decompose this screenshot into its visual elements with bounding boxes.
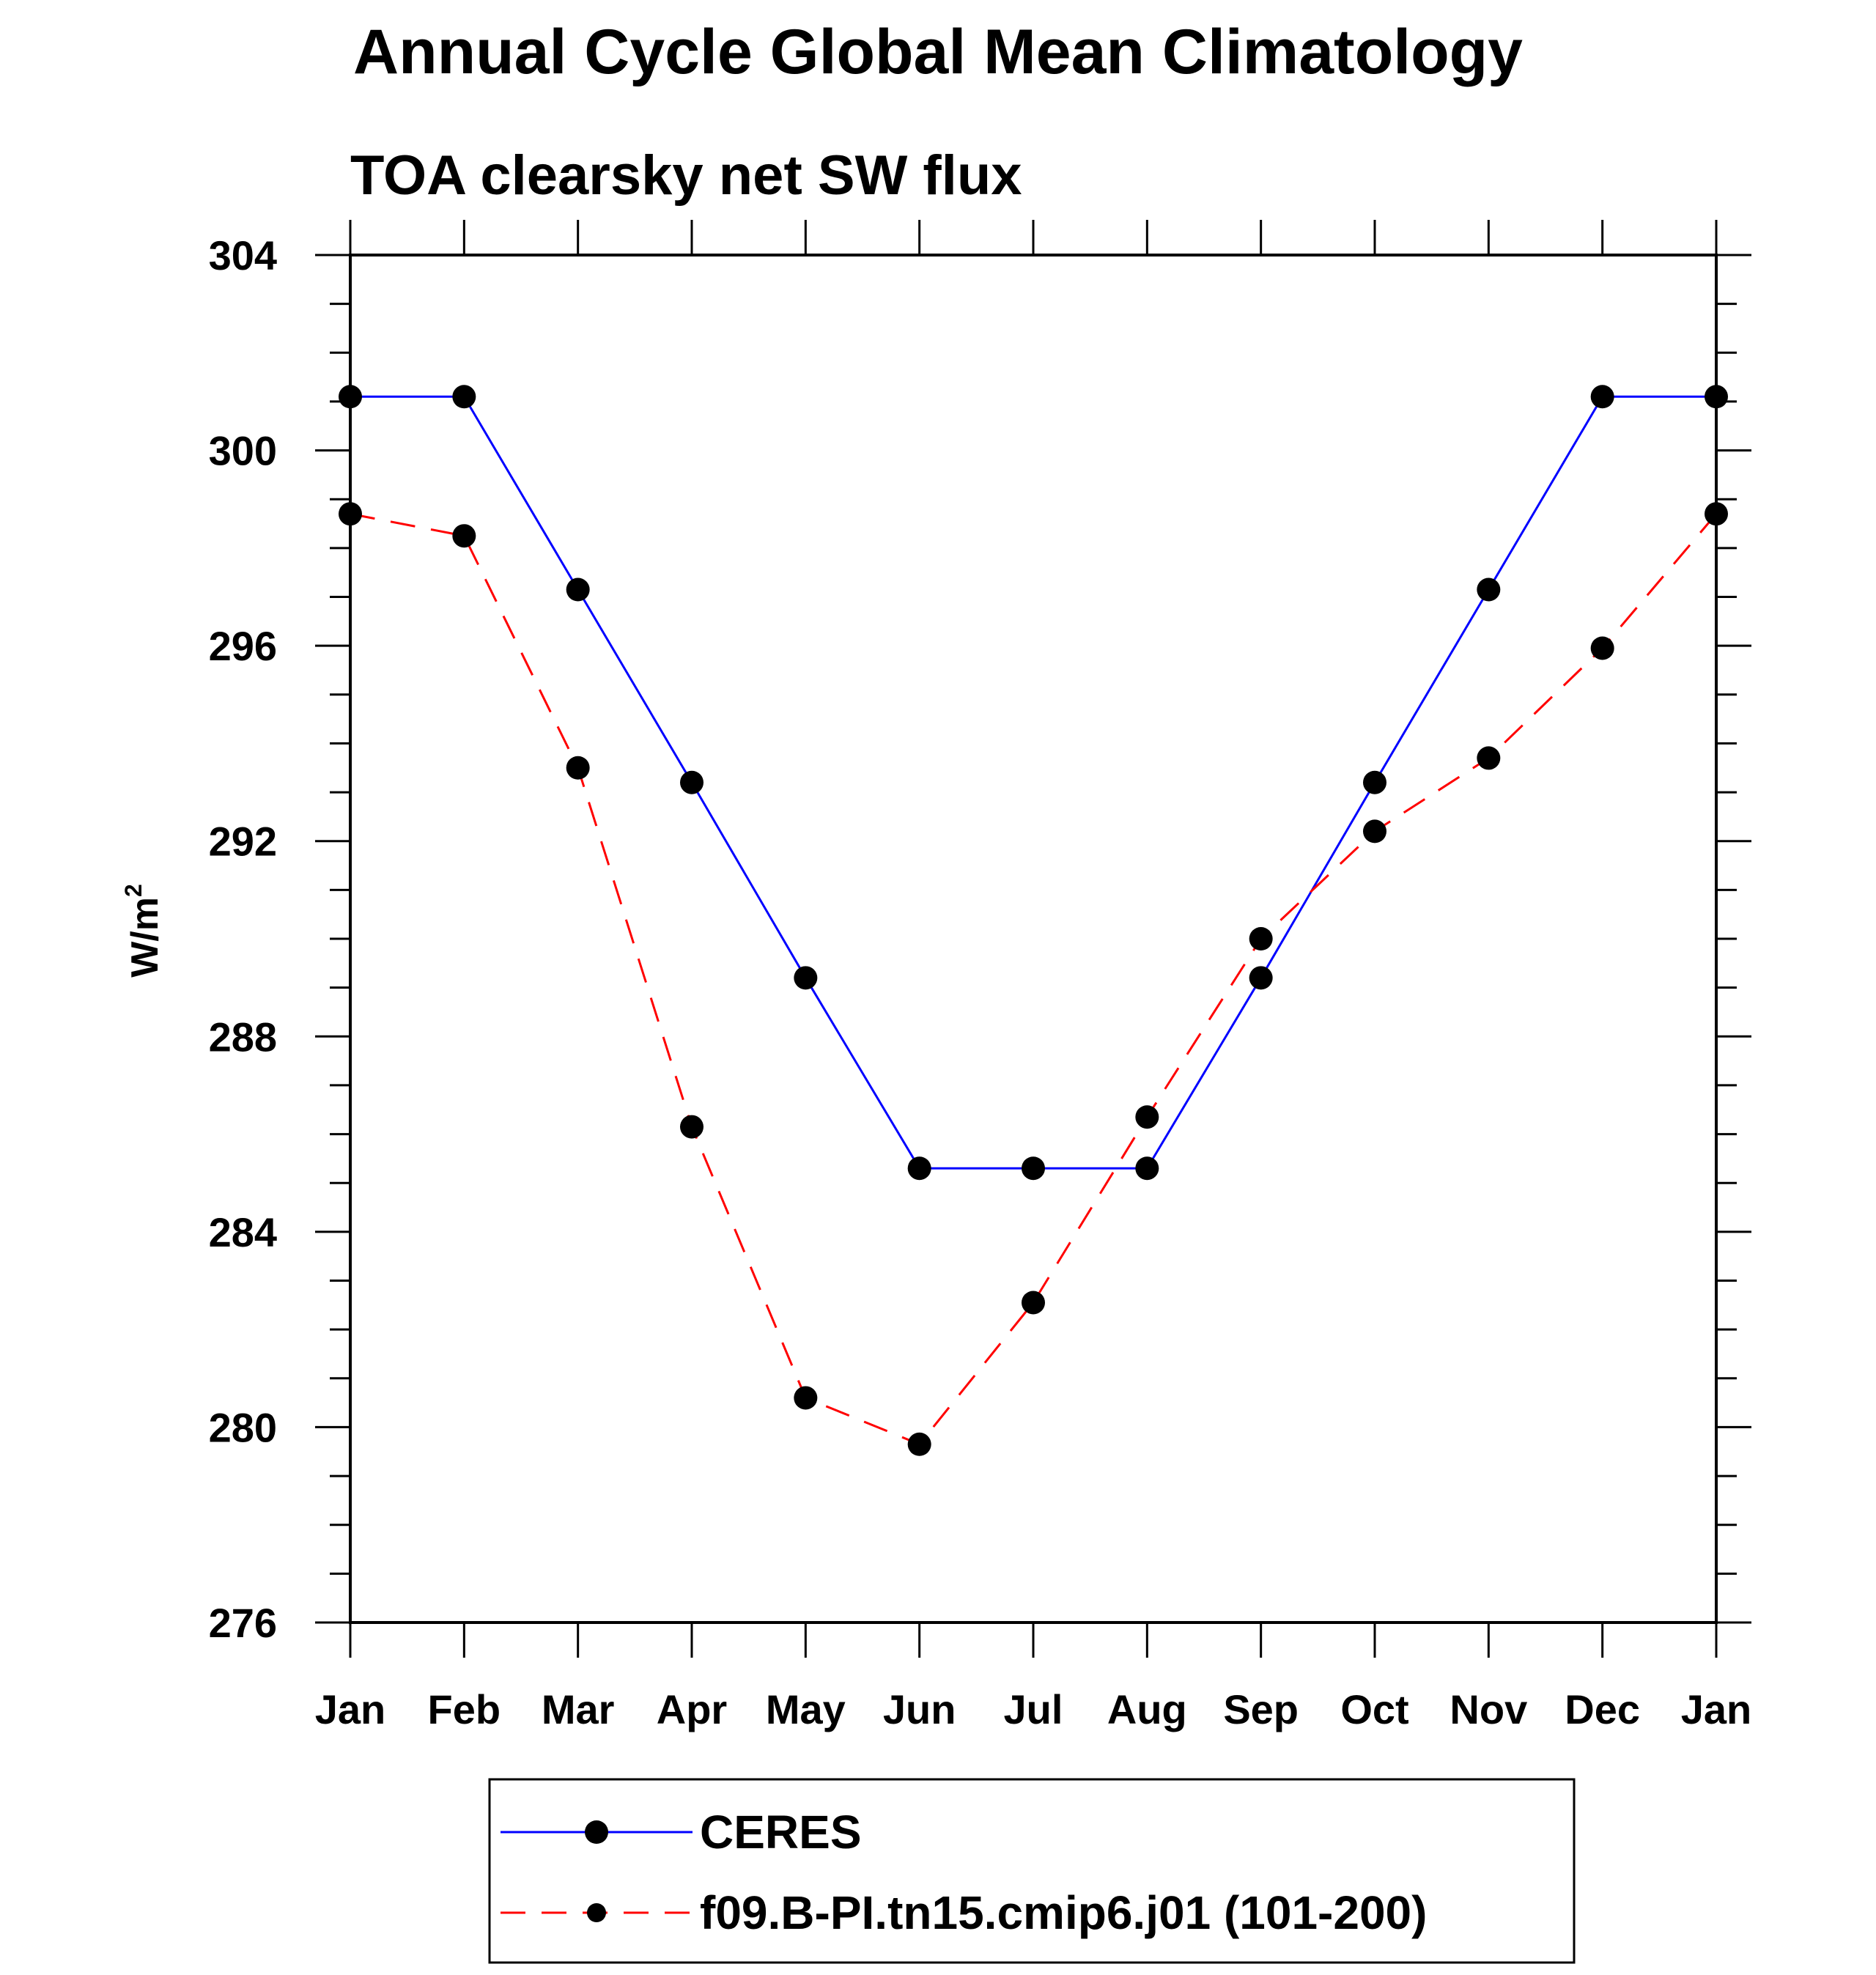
y-tick-label: 304 — [209, 232, 277, 278]
x-tick-label: Sep — [1223, 1686, 1299, 1732]
y-tick-label: 300 — [209, 428, 277, 474]
x-tick-label: Jul — [1004, 1686, 1063, 1732]
data-point — [1135, 1156, 1159, 1181]
y-tick-label: 280 — [209, 1404, 277, 1450]
legend-swatch-marker — [587, 1903, 606, 1922]
y-tick-label: 288 — [209, 1014, 277, 1060]
data-point — [907, 1156, 931, 1181]
x-tick-label: Oct — [1340, 1686, 1408, 1732]
x-tick-label: Jun — [883, 1686, 956, 1732]
x-tick-label: Feb — [428, 1686, 501, 1732]
data-point — [1022, 1156, 1045, 1181]
y-axis-label-text: W/m — [124, 897, 166, 978]
x-tick-label: May — [766, 1686, 846, 1732]
chart-subtitle: TOA clearsky net SW flux — [350, 144, 1022, 207]
legend-label: f09.B-PI.tn15.cmip6.j01 (101-200) — [700, 1886, 1427, 1939]
data-point — [794, 966, 818, 990]
legend-item-1: CERES — [501, 1806, 862, 1858]
data-point — [680, 770, 704, 794]
data-point — [1477, 577, 1501, 602]
data-point — [1249, 927, 1273, 950]
x-tick-label: Dec — [1565, 1686, 1640, 1732]
series-2 — [339, 502, 1728, 1456]
data-point — [680, 1115, 704, 1139]
x-tick-label: Nov — [1450, 1686, 1527, 1732]
y-tick-label: 284 — [209, 1209, 277, 1255]
chart-title: Annual Cycle Global Mean Climatology — [353, 17, 1523, 87]
y-tick-label: 292 — [209, 819, 277, 865]
y-tick-labels: 276 280 284 288 292 296 300 304 — [209, 232, 277, 1646]
x-tick-labels: Jan Feb Mar Apr May Jun Jul Aug Sep Oct Nov Dec Jan — [315, 1686, 1752, 1732]
series-layer — [339, 385, 1728, 1456]
data-point — [1590, 385, 1614, 409]
legend: CERES f09.B-PI.tn15.cmip6.j01 (101-200) — [488, 1778, 1576, 1964]
x-tick-label: Jan — [315, 1686, 386, 1732]
series-line — [350, 395, 1716, 1170]
y-tick-label: 296 — [209, 623, 277, 669]
data-point — [794, 1386, 818, 1410]
legend-item-2: f09.B-PI.tn15.cmip6.j01 (101-200) — [501, 1886, 1427, 1939]
legend-box — [488, 1778, 1576, 1964]
plot-frame — [349, 254, 1718, 1624]
data-point — [566, 577, 590, 602]
legend-swatch-marker — [585, 1820, 608, 1844]
legend-label: CERES — [700, 1806, 862, 1858]
data-point — [1363, 770, 1386, 794]
data-point — [452, 524, 476, 548]
y-axis-label-superscript: 2 — [120, 884, 147, 897]
axis-ticks — [315, 220, 1751, 1658]
data-point — [566, 756, 590, 780]
y-tick-label: 276 — [209, 1600, 277, 1646]
y-axis-label: W/m2 — [120, 884, 166, 978]
legend-items: CERES f09.B-PI.tn15.cmip6.j01 (101-200) — [501, 1806, 1427, 1939]
x-tick-label: Apr — [657, 1686, 727, 1732]
x-tick-label: Aug — [1107, 1686, 1187, 1732]
data-point — [1022, 1291, 1045, 1315]
data-point — [1249, 966, 1273, 990]
x-tick-label: Jan — [1681, 1686, 1752, 1732]
x-tick-label: Mar — [542, 1686, 615, 1732]
data-point — [1477, 746, 1501, 770]
data-point — [452, 385, 476, 409]
data-point — [1590, 636, 1614, 660]
data-point — [907, 1432, 931, 1456]
data-point — [1363, 819, 1386, 843]
series-1 — [339, 385, 1728, 1181]
data-point — [1135, 1105, 1159, 1129]
